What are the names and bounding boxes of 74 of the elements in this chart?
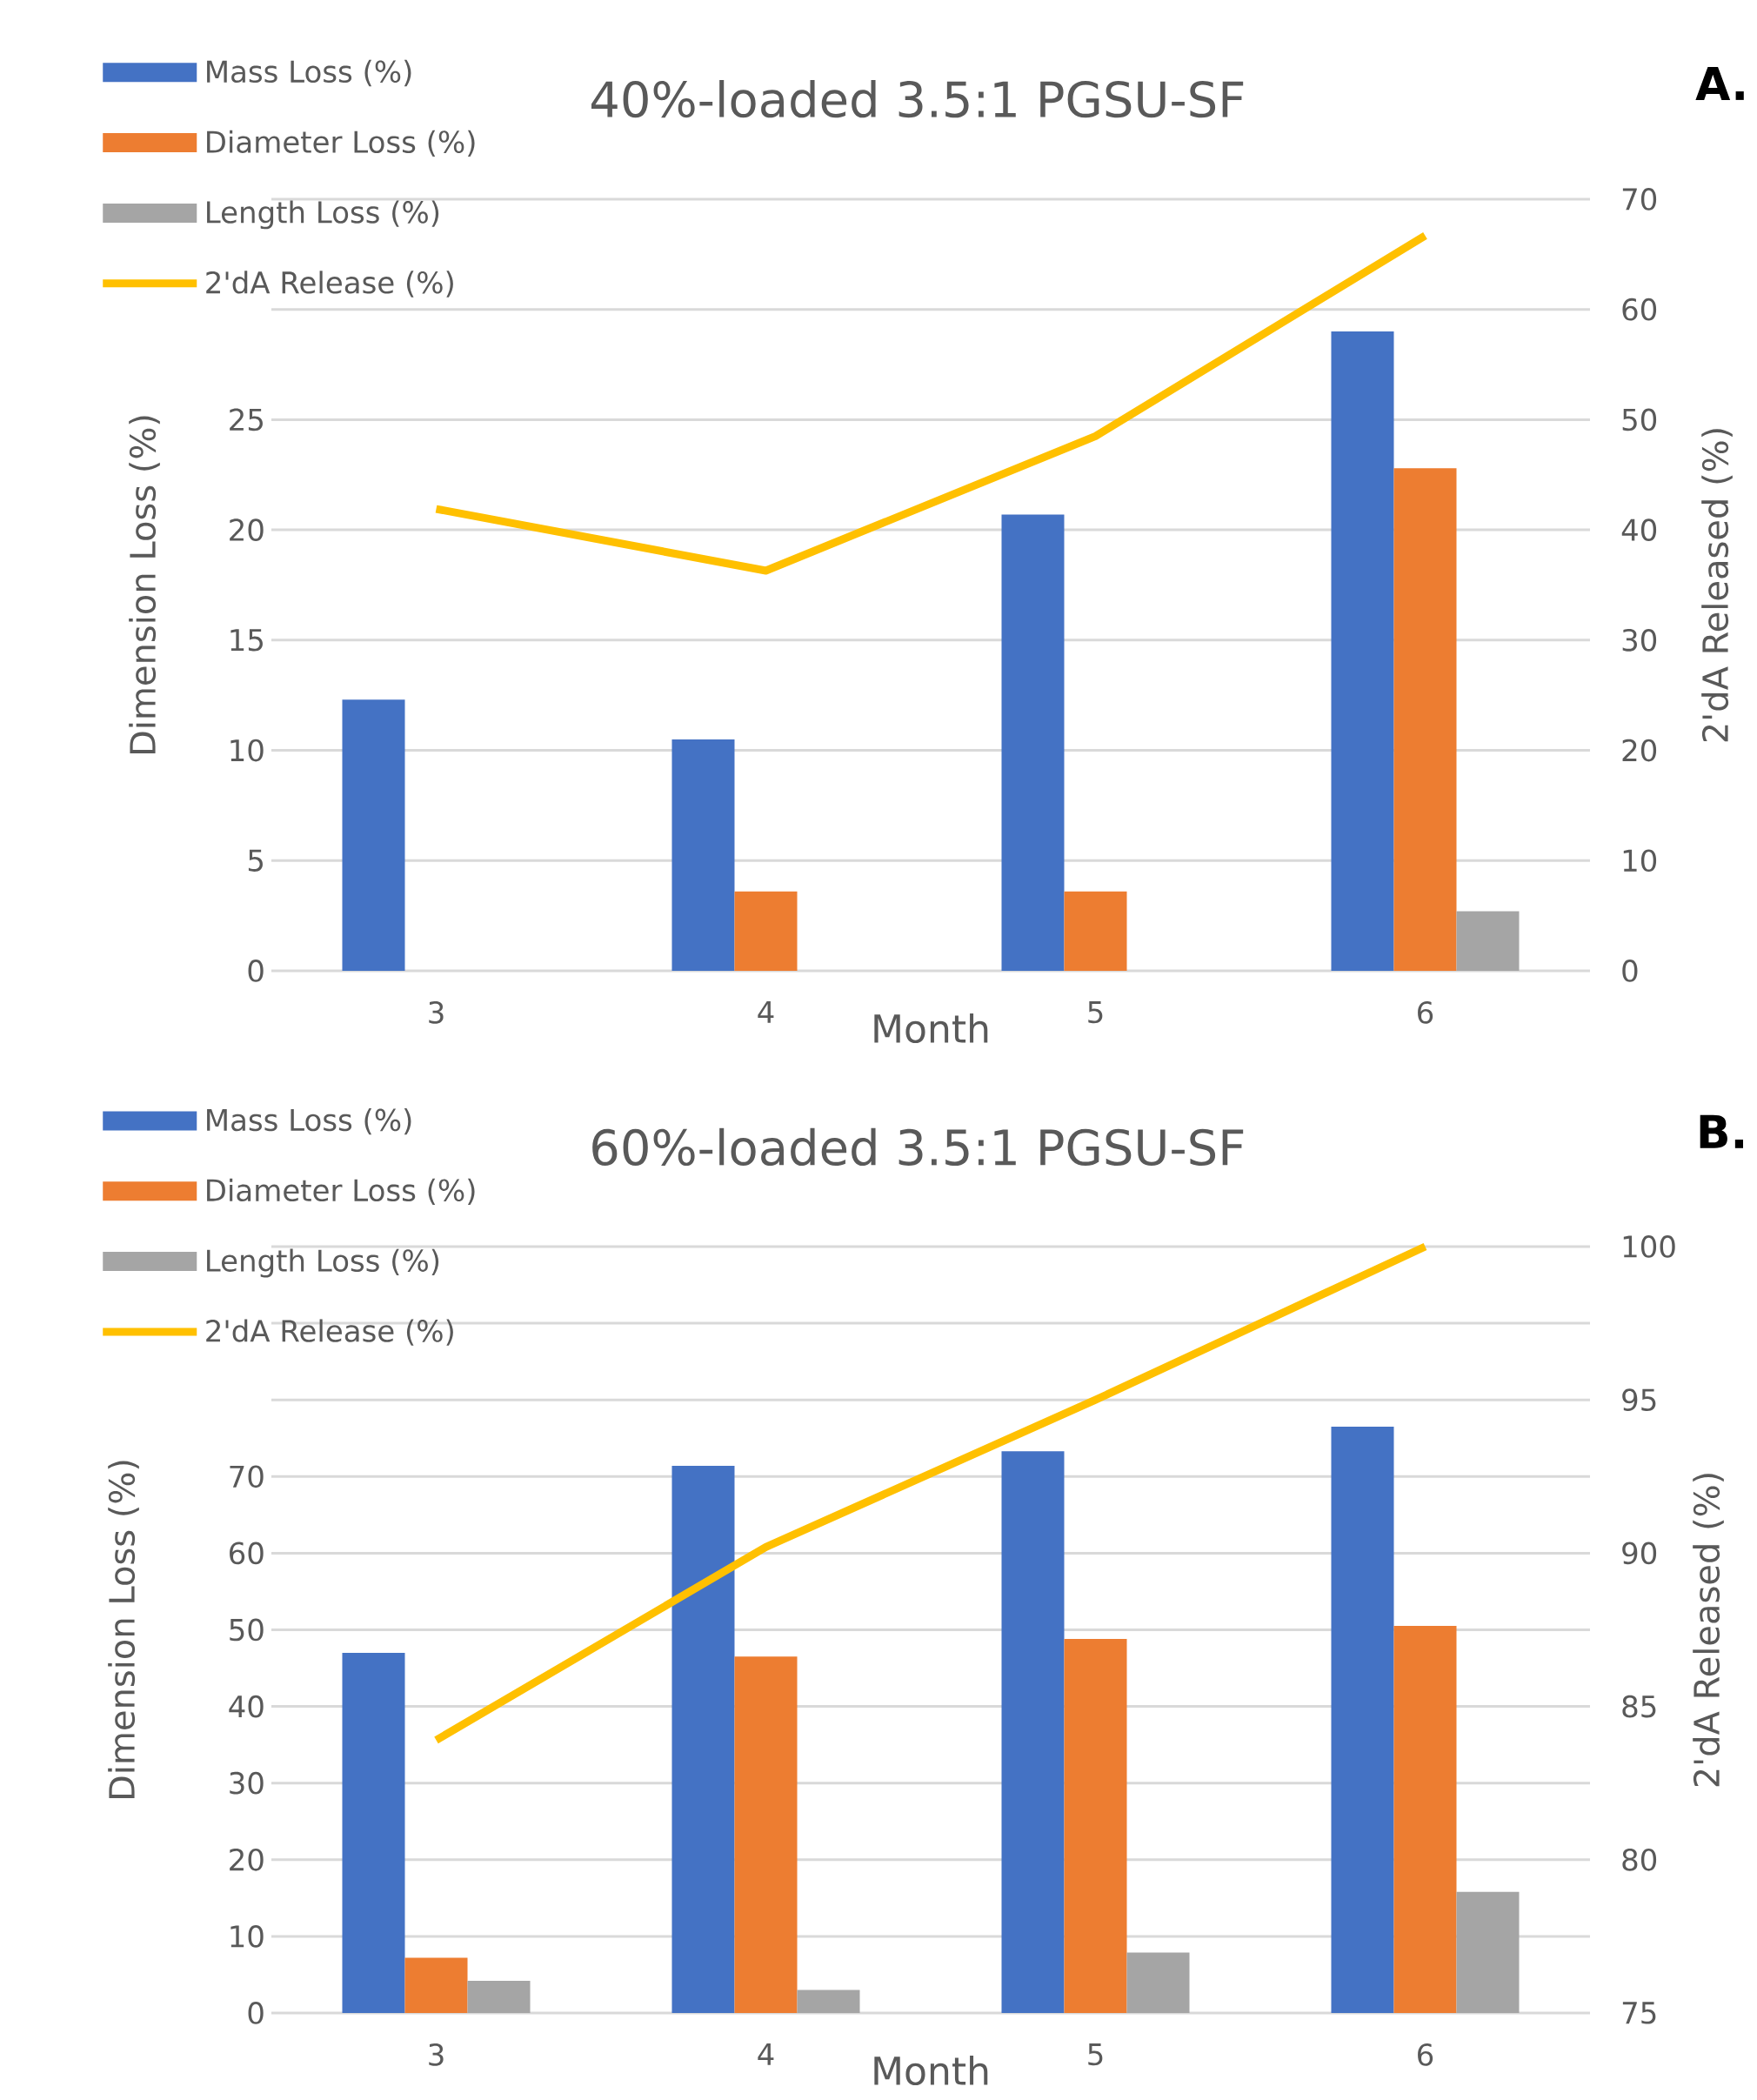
x-tick-label: 6 [1418, 1001, 1433, 1024]
y-tick-label: 15 [230, 629, 263, 652]
y2-tick-label: 40 [1621, 518, 1657, 541]
bar [342, 699, 405, 971]
x-axis-title: Month [874, 2055, 988, 2086]
y-tick-label: 60 [230, 1542, 264, 1565]
bar [1456, 911, 1520, 971]
bar [734, 891, 798, 971]
y-tick-label: 30 [230, 1771, 264, 1795]
y-tick-label: 5 [248, 849, 263, 872]
y2-tick-label: 50 [1622, 408, 1657, 431]
legend-label: Diameter Loss (%) [207, 1178, 475, 1206]
legend-label: Length Loss (%) [207, 200, 439, 230]
bar [342, 1652, 405, 2013]
bar [734, 1656, 798, 2013]
y2-tick-label: 20 [1622, 739, 1657, 762]
y-tick-label: 20 [230, 518, 264, 541]
y-tick-label: 10 [230, 739, 264, 762]
legend-label: Diameter Loss (%) [207, 130, 475, 157]
text: B. [1700, 1114, 1744, 1148]
bar [1393, 1626, 1457, 2013]
x-tick-label: 5 [1088, 2043, 1103, 2066]
y-tick-label: 0 [248, 2002, 264, 2024]
y-tick-label: 50 [230, 1618, 264, 1642]
y2-tick-label: 10 [1623, 849, 1657, 873]
x-tick-label: 5 [1088, 1001, 1103, 1024]
y-tick-label: 20 [230, 1848, 264, 1871]
legend-label: Mass Loss (%) [207, 59, 411, 87]
y2-tick-label: 80 [1622, 1848, 1657, 1871]
x-tick-label: 4 [758, 1001, 774, 1023]
y2-axis-title: 2'dA Released (%) [1701, 429, 1733, 742]
bar [1001, 514, 1065, 971]
y-axis-title: Dimension Loss (%) [108, 1461, 139, 1799]
bar [1331, 1427, 1394, 2013]
text: A. [1695, 66, 1744, 100]
y2-tick-label: 100 [1623, 1235, 1675, 1258]
chart-title: 60%-loaded 3.5:1 PGSU-SF [592, 1127, 1244, 1167]
y-tick-label: 0 [248, 960, 264, 982]
bar [797, 1990, 860, 2013]
y2-tick-label: 70 [1622, 188, 1657, 211]
bar [1393, 468, 1457, 971]
bar [404, 1957, 468, 2013]
bar [1064, 1639, 1127, 2013]
y2-axis-title: 2'dA Released (%) [1693, 1474, 1724, 1787]
x-tick-label: 3 [429, 1001, 444, 1024]
bar [671, 1465, 735, 2013]
chart-title: 40%-loaded 3.5:1 PGSU-SF [591, 80, 1244, 118]
legend-label: 2'dA Release (%) [206, 1319, 453, 1346]
bar [1064, 891, 1127, 971]
y2-tick-label: 90 [1622, 1542, 1657, 1565]
y2-tick-label: 60 [1622, 298, 1657, 321]
bar [1331, 331, 1394, 971]
bar [671, 739, 735, 971]
x-tick-label: 3 [429, 2043, 444, 2066]
x-axis-title: Month [874, 1013, 988, 1044]
y2-tick-label: 30 [1622, 628, 1657, 652]
x-tick-label: 6 [1418, 2043, 1433, 2066]
y-tick-label: 10 [230, 1925, 264, 1948]
y2-tick-label: 75 [1622, 2002, 1656, 2024]
legend-label: Length Loss (%) [207, 1248, 439, 1278]
y-axis-title: Dimension Loss (%) [129, 416, 160, 754]
y2-tick-label: 85 [1622, 1695, 1656, 1718]
bar [1126, 1952, 1190, 2013]
bar [1001, 1451, 1065, 2013]
bar [1456, 1891, 1520, 2013]
x-tick-label: 4 [758, 2043, 774, 2065]
y2-tick-label: 0 [1622, 960, 1638, 982]
y2-tick-label: 95 [1622, 1388, 1656, 1412]
bar [467, 1980, 531, 2013]
y-tick-label: 70 [230, 1465, 264, 1488]
y-tick-label: 25 [230, 408, 263, 431]
legend-label: 2'dA Release (%) [206, 271, 453, 298]
legend-label: Mass Loss (%) [207, 1107, 411, 1135]
y-tick-label: 40 [229, 1695, 264, 1718]
